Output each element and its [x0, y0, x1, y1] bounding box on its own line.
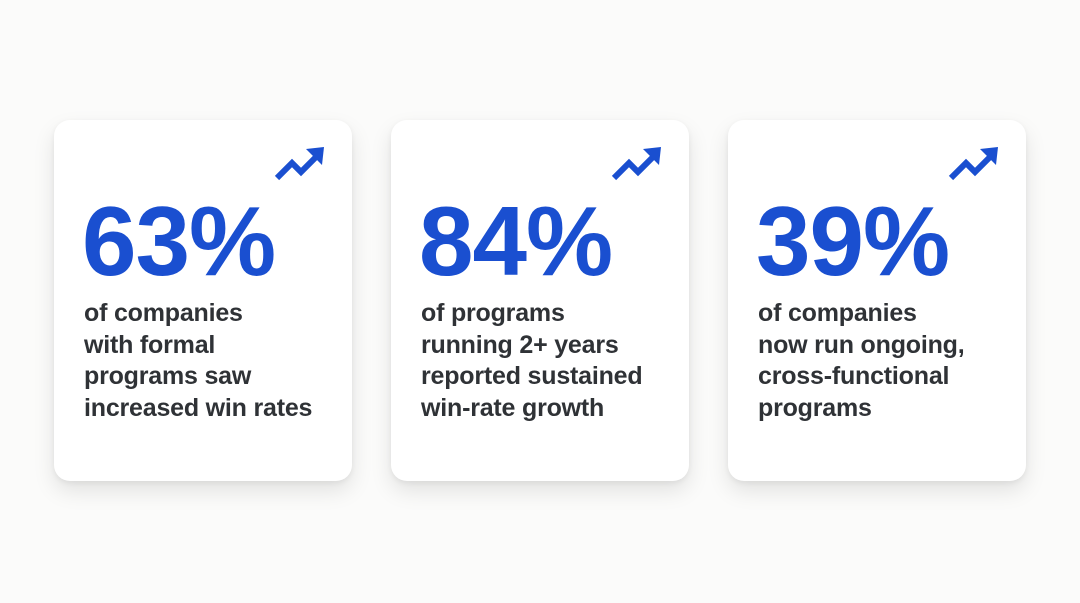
stat-description: of companies with formal programs saw in… — [84, 298, 346, 424]
description-line: cross-functional — [758, 362, 950, 390]
description-line: of companies — [84, 299, 243, 327]
description-line: now run ongoing, — [758, 330, 965, 359]
description-line: with formal — [84, 330, 216, 359]
stat-description: of programs running 2+ years reported su… — [421, 298, 683, 424]
description-line: of companies — [758, 299, 917, 327]
description-line: increased win rates — [84, 393, 313, 422]
trend-up-arrow-icon — [948, 146, 1000, 182]
description-line: programs — [758, 393, 872, 422]
stat-value: 84% — [419, 186, 613, 296]
stat-description: of companies now run ongoing, cross-func… — [758, 298, 1020, 424]
description-line: running 2+ years — [421, 330, 619, 359]
trend-up-arrow-icon — [611, 146, 663, 182]
description-line: programs saw — [84, 362, 252, 390]
stat-value: 39% — [756, 186, 950, 296]
stat-value: 63% — [82, 186, 276, 296]
trend-up-arrow-icon — [274, 146, 326, 182]
stat-card-2: 84% of programs running 2+ years reporte… — [391, 120, 689, 481]
description-line: of programs — [421, 299, 565, 327]
description-line: win-rate growth — [421, 393, 605, 422]
stat-card-3: 39% of companies now run ongoing, cross-… — [728, 120, 1026, 481]
description-line: reported sustained — [421, 362, 643, 390]
stat-card-1: 63% of companies with formal programs sa… — [54, 120, 352, 481]
